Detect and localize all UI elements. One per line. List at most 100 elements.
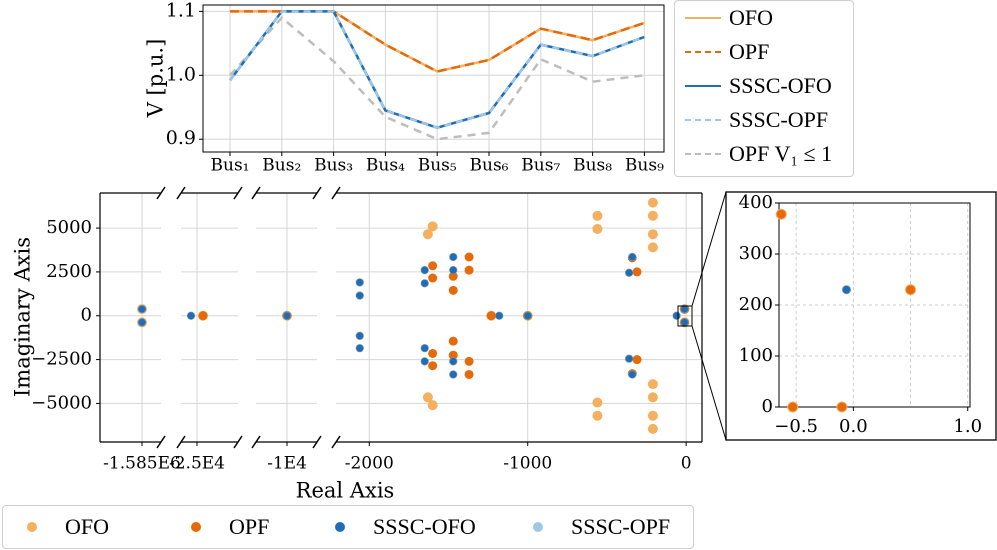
pole-break-bottom-5 [331,435,341,449]
pole-point-s1-6 [448,271,458,281]
pole-ylabel: Imaginary Axis [11,237,35,397]
pole-point-s1-8 [448,350,458,360]
voltage-plot-frame [202,4,665,153]
pole-break-bottom-2 [233,435,243,449]
legend-dot-sssc-ofo [335,522,345,532]
pole-point-s1-3 [428,273,438,283]
bottom-legend-row-0: OFO [27,514,109,540]
voltage-xtick-label-1: Bus₂ [262,156,301,176]
top-legend-label-4: OPF V₁ ≤ 1 [729,141,833,166]
pole-break-top-2 [233,186,243,200]
pole-point-s2-4 [356,278,364,286]
pole-break-top-1 [176,186,186,200]
voltage-xtick-label-2: Bus₃ [314,156,353,176]
pole-break-bottom-4 [312,435,322,449]
top-legend-label-1: OPF [729,39,770,64]
pole-point-s2-11 [421,357,429,365]
pole-break-top-5 [331,186,341,200]
pole-break-bottom-0 [156,435,166,449]
pole-point-s1-14 [486,311,496,321]
pole-point-s2-17 [524,312,532,320]
pole-point-s2-23 [681,318,689,326]
inset-ytick-label-1: 100 [739,345,773,366]
bottom-legend-row-1: OPF [191,514,269,540]
pole-point-s0-7 [422,392,433,403]
pole-point-s0-19 [647,410,658,421]
inset-point-s1-3 [906,285,916,295]
pole-point-s2-1 [138,318,146,326]
pole-point-s1-9 [448,336,458,346]
bottom-legend-label-2: SSSC-OFO [373,514,476,539]
pole-point-s1-19 [632,355,642,365]
pole-point-s0-18 [647,423,658,434]
pole-point-s2-13 [449,266,457,274]
inset-frame-outer [725,191,997,441]
inset-ytick-label-3: 300 [739,243,773,264]
pole-point-s2-5 [356,292,364,300]
pole-point-s2-7 [356,344,364,352]
pole-point-s0-12 [592,410,603,421]
pole-point-s0-20 [647,392,658,403]
pole-ytick-label-0: 5000 [46,217,92,238]
legend-line-sssc-opf [685,119,721,121]
inset-ytick-label-0: 0 [762,396,773,417]
bottom-legend-label-0: OFO [65,514,110,539]
pole-point-s0-6 [427,400,438,411]
pole-point-s0-13 [592,397,603,408]
pole-point-s0-11 [592,223,603,234]
top-legend-label-3: SSSC-OPF [729,107,829,132]
inset-point-s2-0 [842,285,851,294]
voltage-ytick-label-1: 1.0 [166,63,196,85]
inset-point-s1-0 [776,209,786,219]
pole-point-s0-17 [647,242,658,253]
pole-break-top-0 [156,186,166,200]
legend-line-sssc-ofo [685,85,721,87]
pole-xtick-label-5: 0 [681,454,692,474]
top-legend-label-2: SSSC-OFO [729,73,832,98]
legend-dot-ofo [27,522,37,532]
pole-point-s0-14 [647,197,658,208]
pole-point-s2-10 [421,344,429,352]
pole-xtick-label-0: -1.585E6 [103,454,181,474]
pole-xlabel: Real Axis [296,479,395,503]
pole-break-bottom-1 [176,435,186,449]
pole-ytick-label-1: 2500 [46,261,92,282]
pole-point-s2-15 [449,370,457,378]
inset-xtick-label-1: 0.0 [839,416,868,437]
pole-point-s2-6 [356,332,364,340]
pole-break-bottom-3 [251,435,261,449]
bottom-legend: OFO OPF SSSC-OFO SSSC-OPF [2,505,694,549]
inset-point-s1-2 [837,402,847,412]
pole-point-s2-22 [681,305,689,313]
pole-point-s1-10 [464,252,474,262]
voltage-ytick-label-2: 1.1 [166,0,196,21]
pole-ytick-label-3: −2500 [31,349,92,370]
pole-xtick-label-4: -1000 [503,454,552,474]
pole-point-s1-5 [428,348,438,358]
voltage-ylabel: V [p.u.] [144,39,168,119]
legend-dot-sssc-opf [533,522,543,532]
pole-xtick-label-2: -1E4 [267,454,307,474]
pole-ytick-label-4: −5000 [31,392,92,413]
pole-point-s0-15 [647,210,658,221]
inset-ytick-label-4: 400 [739,192,773,213]
pole-point-s1-11 [464,265,474,275]
inset-point-s1-1 [788,402,798,412]
pole-point-s2-24 [673,312,681,320]
pole-point-s0-10 [592,210,603,221]
voltage-xtick-label-8: Bus₉ [625,156,664,176]
bottom-legend-row-3: SSSC-OPF [533,514,670,540]
inset-xtick-label-2: 1.0 [953,416,982,437]
pole-point-s2-14 [449,357,457,365]
pole-point-s1-2 [428,261,438,271]
pole-point-s2-19 [625,269,633,277]
top-legend-row-2: SSSC-OFO [685,73,832,99]
pole-xtick-label-1: -2.5E4 [169,454,225,474]
legend-dot-opf [191,522,201,532]
voltage-xtick-label-4: Bus₅ [418,156,457,176]
bottom-legend-label-1: OPF [229,514,270,539]
pole-point-s1-4 [428,361,438,371]
pole-break-top-4 [312,186,322,200]
top-legend: OFO OPF SSSC-OFO SSSC-OPF OPF V₁ ≤ 1 [674,0,854,177]
